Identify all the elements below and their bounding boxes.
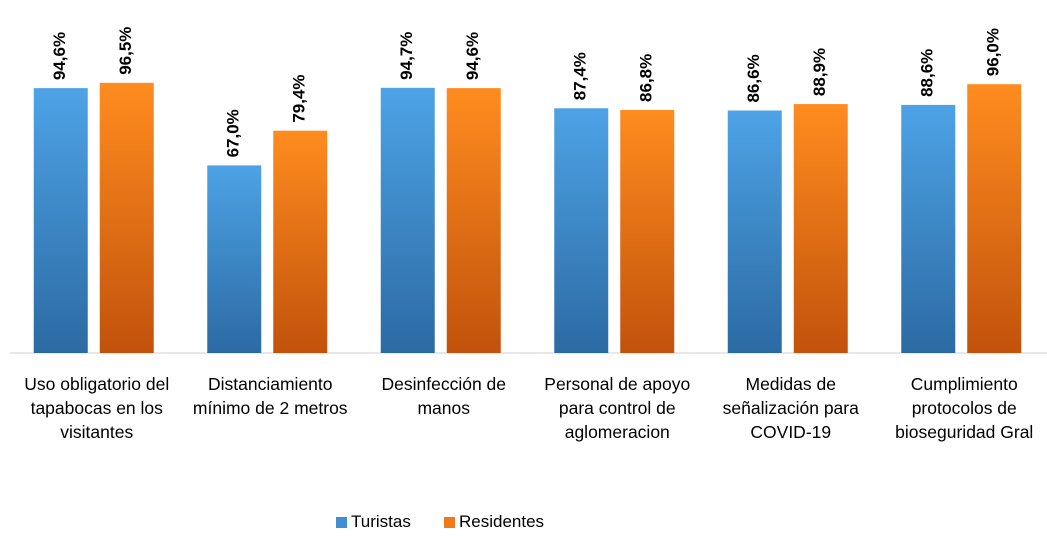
bar	[273, 130, 328, 353]
x-tick-label: Cumplimiento protocolos de bioseguridad …	[895, 374, 1034, 442]
legend-label: Residentes	[459, 512, 545, 531]
data-label: 94,6%	[463, 32, 482, 80]
bar	[727, 110, 782, 354]
legend-label: Turistas	[351, 512, 411, 531]
data-label: 88,9%	[810, 48, 829, 96]
bar	[901, 104, 956, 353]
x-tick-label: Personal de apoyo para control de aglome…	[544, 374, 691, 442]
bar	[99, 82, 154, 354]
x-tick-label: Medidas de señalización para COVID-19	[722, 374, 859, 442]
legend-swatch	[444, 516, 455, 528]
data-label: 94,7%	[397, 32, 416, 80]
data-label: 79,4%	[290, 74, 309, 122]
bar	[793, 104, 848, 353]
legend-item: Residentes	[444, 512, 544, 532]
data-label: 96,5%	[116, 27, 135, 75]
bar	[380, 87, 435, 353]
bar	[554, 108, 609, 353]
bar	[620, 109, 675, 354]
legend-item: Turistas	[336, 512, 411, 532]
data-label: 67,0%	[224, 109, 243, 157]
data-label: 86,6%	[744, 54, 763, 102]
data-label: 88,6%	[918, 49, 937, 97]
x-tick-label: Distanciamiento mínimo de 2 metros	[192, 374, 348, 418]
bar	[33, 88, 88, 354]
x-tick-label: Desinfección de manos	[381, 374, 507, 418]
x-tick-label: Uso obligatorio del tapabocas en los vis…	[24, 374, 170, 442]
bar	[446, 88, 501, 354]
bar	[207, 165, 262, 353]
data-label: 96,0%	[984, 28, 1003, 76]
data-label: 87,4%	[571, 52, 590, 100]
bar	[967, 84, 1022, 353]
data-label: 94,6%	[50, 32, 69, 80]
data-label: 86,8%	[637, 54, 656, 102]
legend-swatch	[336, 516, 347, 528]
